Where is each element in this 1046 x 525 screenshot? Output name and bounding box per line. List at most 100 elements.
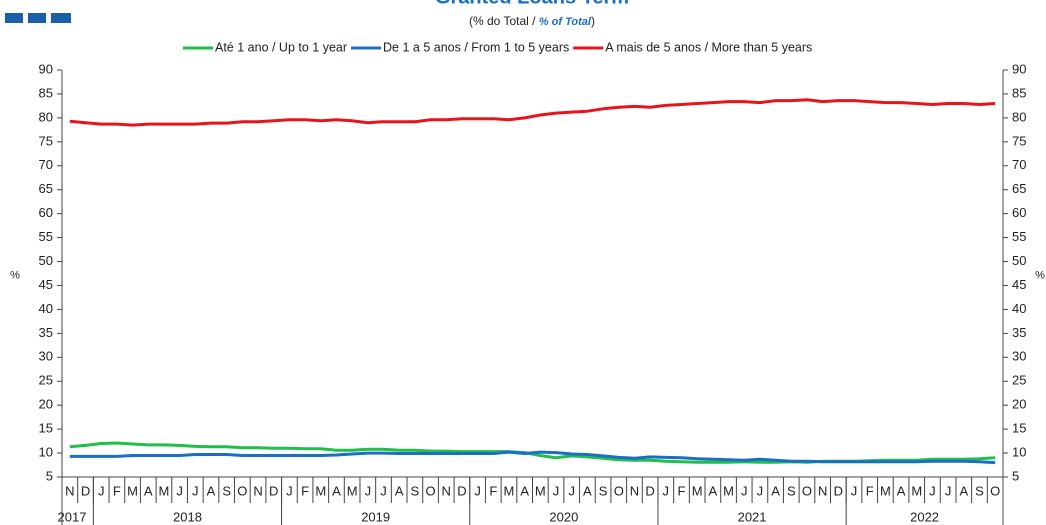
x-tick-label: M <box>723 483 734 498</box>
x-tick-label: F <box>301 483 309 498</box>
x-tick-label: D <box>81 483 90 498</box>
x-tick-label: A <box>332 483 341 498</box>
x-tick-label: D <box>645 483 654 498</box>
subtitle-pt: (% do Total / <box>469 14 536 28</box>
subtitle-en: % of Total <box>539 16 592 28</box>
logo-block <box>51 13 71 23</box>
x-tick-label: D <box>834 483 843 498</box>
legend-label: Até 1 ano / Up to 1 year <box>215 40 347 54</box>
x-group-label: 2022 <box>910 509 939 524</box>
y2-tick-label: 70 <box>1012 157 1026 172</box>
y-tick-label: 30 <box>39 349 53 364</box>
x-tick-label: M <box>880 483 891 498</box>
x-tick-label: D <box>457 483 466 498</box>
x-tick-label: J <box>929 483 936 498</box>
x-tick-label: M <box>535 483 546 498</box>
x-tick-label: M <box>347 483 358 498</box>
chart-title: Granted Loans Term <box>435 0 629 8</box>
x-tick-label: M <box>504 483 515 498</box>
y2-tick-label: 50 <box>1012 253 1026 268</box>
legend-label: A mais de 5 anos / More than 5 years <box>605 40 812 54</box>
y-tick-label: 15 <box>39 421 53 436</box>
y-tick-label: 70 <box>39 157 53 172</box>
x-tick-label: M <box>692 483 703 498</box>
y-tick-label: 65 <box>39 181 53 196</box>
y2-tick-label: 80 <box>1012 109 1026 124</box>
y2-tick-label: 35 <box>1012 325 1026 340</box>
series-line <box>69 450 996 465</box>
x-tick-label: J <box>741 483 748 498</box>
y-tick-label: 25 <box>39 373 53 388</box>
x-tick-label: J <box>553 483 560 498</box>
y2-tick-label: 10 <box>1012 444 1026 459</box>
x-tick-label: N <box>442 483 451 498</box>
x-tick-label: D <box>269 483 278 498</box>
x-tick-label: O <box>802 483 812 498</box>
x-tick-label: O <box>237 483 247 498</box>
x-tick-label: A <box>144 483 153 498</box>
x-tick-label: S <box>411 483 420 498</box>
x-group-label: 2017 <box>58 509 87 524</box>
y2-tick-label: 5 <box>1012 468 1019 483</box>
x-tick-label: O <box>425 483 435 498</box>
x-tick-label: J <box>851 483 858 498</box>
x-tick-label: A <box>207 483 216 498</box>
x-tick-label: F <box>113 483 121 498</box>
x-tick-label: J <box>286 483 293 498</box>
y2-tick-label: 40 <box>1012 301 1026 316</box>
y-tick-label: 5 <box>46 468 53 483</box>
x-tick-label: O <box>614 483 624 498</box>
y2-tick-label: 15 <box>1012 421 1026 436</box>
y-tick-label: 85 <box>39 85 53 100</box>
x-tick-label: M <box>159 483 170 498</box>
x-tick-label: S <box>222 483 231 498</box>
y-tick-label: 45 <box>39 277 53 292</box>
x-tick-label: J <box>380 483 387 498</box>
y2-tick-label: 90 <box>1012 61 1026 76</box>
x-tick-label: M <box>315 483 326 498</box>
y-tick-label: 75 <box>39 133 53 148</box>
x-tick-label: J <box>945 483 952 498</box>
x-tick-label: A <box>709 483 718 498</box>
y-tick-label: 40 <box>39 301 53 316</box>
y2-tick-label: 30 <box>1012 349 1026 364</box>
x-tick-label: A <box>583 483 592 498</box>
x-tick-label: J <box>474 483 481 498</box>
y2-tick-label: 75 <box>1012 133 1026 148</box>
series-line <box>69 98 996 127</box>
y-axis-label: % <box>10 269 20 281</box>
y-tick-label: 55 <box>39 229 53 244</box>
y-tick-label: 80 <box>39 109 53 124</box>
x-tick-label: A <box>959 483 968 498</box>
x-tick-label: J <box>192 483 199 498</box>
x-tick-label: F <box>489 483 497 498</box>
x-group-label: 2021 <box>738 509 767 524</box>
logo-block <box>5 13 23 23</box>
y2-axis-label: % <box>1035 269 1045 281</box>
x-tick-label: J <box>365 483 372 498</box>
x-tick-label: S <box>599 483 608 498</box>
x-group-label: 2019 <box>361 509 390 524</box>
y2-tick-label: 55 <box>1012 229 1026 244</box>
x-tick-label: O <box>990 483 1000 498</box>
x-tick-label: J <box>757 483 764 498</box>
x-tick-label: A <box>520 483 529 498</box>
y2-tick-label: 60 <box>1012 205 1026 220</box>
y2-tick-label: 65 <box>1012 181 1026 196</box>
y-tick-label: 50 <box>39 253 53 268</box>
x-tick-label: F <box>866 483 874 498</box>
y-tick-label: 60 <box>39 205 53 220</box>
x-tick-label: F <box>678 483 686 498</box>
x-group-label: 2020 <box>549 509 578 524</box>
y-tick-label: 20 <box>39 397 53 412</box>
x-tick-label: N <box>253 483 262 498</box>
y2-tick-label: 85 <box>1012 85 1026 100</box>
x-tick-label: J <box>176 483 183 498</box>
y2-tick-label: 20 <box>1012 397 1026 412</box>
x-tick-label: J <box>663 483 670 498</box>
x-tick-label: A <box>395 483 404 498</box>
x-group-label: 2018 <box>173 509 202 524</box>
x-tick-label: A <box>897 483 906 498</box>
x-tick-label: S <box>975 483 984 498</box>
